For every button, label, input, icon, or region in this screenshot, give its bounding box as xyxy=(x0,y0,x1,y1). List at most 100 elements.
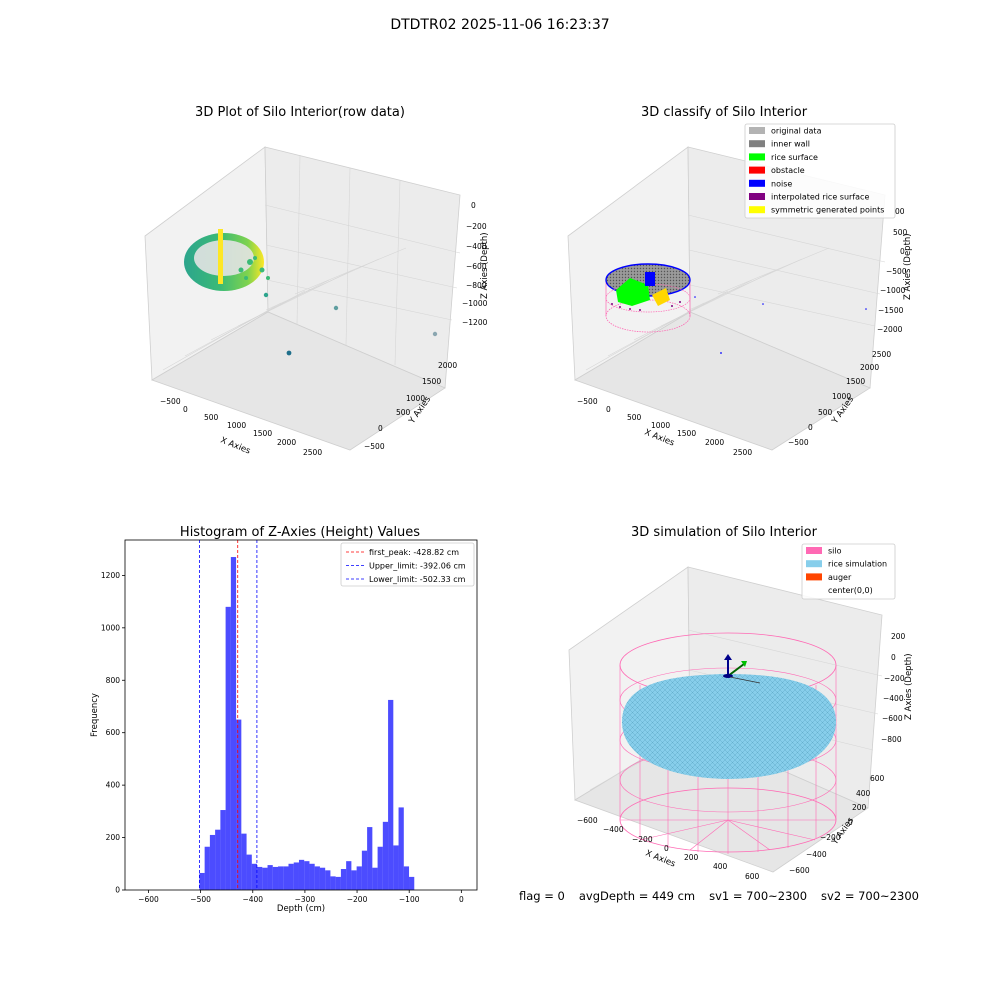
raw-data-scatter xyxy=(238,256,270,280)
histogram-bar xyxy=(251,863,258,890)
legend-swatch xyxy=(749,153,765,161)
histogram-y-label: Frequency xyxy=(90,693,100,737)
classify-interpolated-points xyxy=(611,301,681,311)
tick-label: −200 xyxy=(466,222,487,231)
tick-label: −800 xyxy=(881,735,902,744)
tick-label: −1200 xyxy=(462,318,488,327)
raw-data-seam xyxy=(218,229,223,284)
tick-label: 1000 xyxy=(227,421,246,430)
tick-label: −500 xyxy=(577,397,598,406)
histogram-bar xyxy=(225,606,231,890)
tick-label: 500 xyxy=(204,413,219,422)
tick-label: 200 xyxy=(684,853,699,862)
tick-label: −1000 xyxy=(462,299,488,308)
legend-label: obstacle xyxy=(771,166,805,175)
simulation-z-ticks: 200 0 −200 −400 −600 −800 xyxy=(881,632,906,744)
raw-title: 3D Plot of Silo Interior(row data) xyxy=(195,105,405,120)
histogram-bar xyxy=(335,876,341,890)
simulation-title: 3D simulation of Silo Interior xyxy=(631,525,818,540)
tick-label: 0 xyxy=(891,653,896,662)
legend-label: symmetric generated points xyxy=(771,206,884,215)
tick-label: −800 xyxy=(466,281,487,290)
histogram-bar xyxy=(393,845,399,890)
classify-gridlines xyxy=(585,214,886,371)
simulation-rice-surface xyxy=(622,674,836,779)
raw-data-point xyxy=(286,350,292,356)
raw-x-label: X Axies xyxy=(219,436,252,457)
histogram-bar xyxy=(278,866,284,890)
legend-swatch xyxy=(806,586,822,594)
legend-swatch xyxy=(806,560,822,568)
legend-frame xyxy=(744,123,896,219)
tick-label: 0 xyxy=(378,424,383,433)
tick-label: 0 xyxy=(900,247,905,256)
histogram-bars xyxy=(199,557,415,890)
tick-label: −400 xyxy=(242,895,263,904)
legend-label: first_peak: -428.82 cm xyxy=(369,548,459,557)
tick-label: −200 xyxy=(632,835,653,844)
tick-label: 0 xyxy=(471,201,476,210)
tick-label: 1000 xyxy=(832,392,851,401)
tick-label: 500 xyxy=(396,408,411,417)
tick-label: −2000 xyxy=(877,325,903,334)
tick-label: 0 xyxy=(664,844,669,853)
legend-label: silo xyxy=(828,547,842,556)
histogram-bar xyxy=(209,834,216,890)
histogram-bar xyxy=(377,846,383,890)
tick-label: 1500 xyxy=(677,429,696,438)
tick-label: −500 xyxy=(160,397,181,406)
histogram-bar xyxy=(288,863,294,890)
tick-label: 1500 xyxy=(253,429,272,438)
legend-label: noise xyxy=(771,179,792,188)
histogram-bar xyxy=(388,699,394,890)
tick-label: −200 xyxy=(820,833,841,842)
histogram-bar xyxy=(367,827,373,890)
tick-label: 500 xyxy=(627,413,642,422)
histogram-x-ticks: −600 −500 −400 −300 −200 −100 0 xyxy=(138,890,464,904)
histogram-bar xyxy=(314,866,320,890)
figure-title: DTDTR02 2025-11-06 16:23:37 xyxy=(390,17,610,33)
tick-label: 0 xyxy=(115,886,120,895)
histogram-bar xyxy=(340,869,347,890)
legend-swatch xyxy=(749,179,765,187)
histogram-bar xyxy=(309,863,315,890)
tick-label: −1500 xyxy=(878,306,904,315)
tick-label: −600 xyxy=(138,895,159,904)
tick-label: −500 xyxy=(886,267,907,276)
tick-label: 0 xyxy=(848,818,853,827)
legend-label: Upper_limit: -392.06 cm xyxy=(369,562,466,571)
legend-swatch xyxy=(806,547,822,554)
tick-label: −500 xyxy=(788,438,809,447)
histogram-bar xyxy=(409,876,415,890)
raw-data-point xyxy=(333,305,339,311)
sv2-text: sv2 = 700~2300 xyxy=(821,889,919,903)
histogram-bar xyxy=(215,829,221,890)
raw-gridlines xyxy=(162,154,461,371)
histogram-panel: Histogram of Z-Axies (Height) Values −60… xyxy=(90,525,478,914)
histogram-bar xyxy=(257,866,263,890)
classify-z-label: Z Axies (Depth) xyxy=(903,233,913,300)
tick-label: 400 xyxy=(856,789,871,798)
raw-x-ticks: −500 0 500 1000 1500 2000 2500 xyxy=(160,397,322,457)
tick-label: 1000 xyxy=(101,623,120,632)
classify-legend: original data inner wall rice surface obsta… xyxy=(744,123,896,219)
simulation-x-label: X Axies xyxy=(644,849,677,870)
tick-label: −400 xyxy=(806,850,827,859)
classify-symmetric-points xyxy=(652,288,670,306)
legend-swatch xyxy=(806,573,822,581)
classify-z-ticks: 00 500 0 −500 −1000 −1500 −2000 xyxy=(877,207,908,334)
raw-data-point xyxy=(432,331,438,337)
tick-label: 1200 xyxy=(101,571,120,580)
classify-pane-floor xyxy=(574,311,871,451)
simulation-y-ticks: −600 −400 −200 0 200 400 600 xyxy=(789,774,885,875)
classify-noise-points xyxy=(694,296,867,354)
tick-label: 2000 xyxy=(277,438,296,447)
tick-label: 200 xyxy=(106,833,121,842)
classify-panel: 3D classify of Silo Interior xyxy=(567,105,913,457)
histogram-bar xyxy=(246,854,252,890)
legend-label: interpolated rice surface xyxy=(771,193,869,202)
classify-y-ticks: −500 0 500 1000 1500 2000 2500 xyxy=(788,350,891,447)
sv1-text: sv1 = 700~2300 xyxy=(709,889,808,903)
tick-label: −1000 xyxy=(880,286,906,295)
tick-label: 2000 xyxy=(705,438,724,447)
